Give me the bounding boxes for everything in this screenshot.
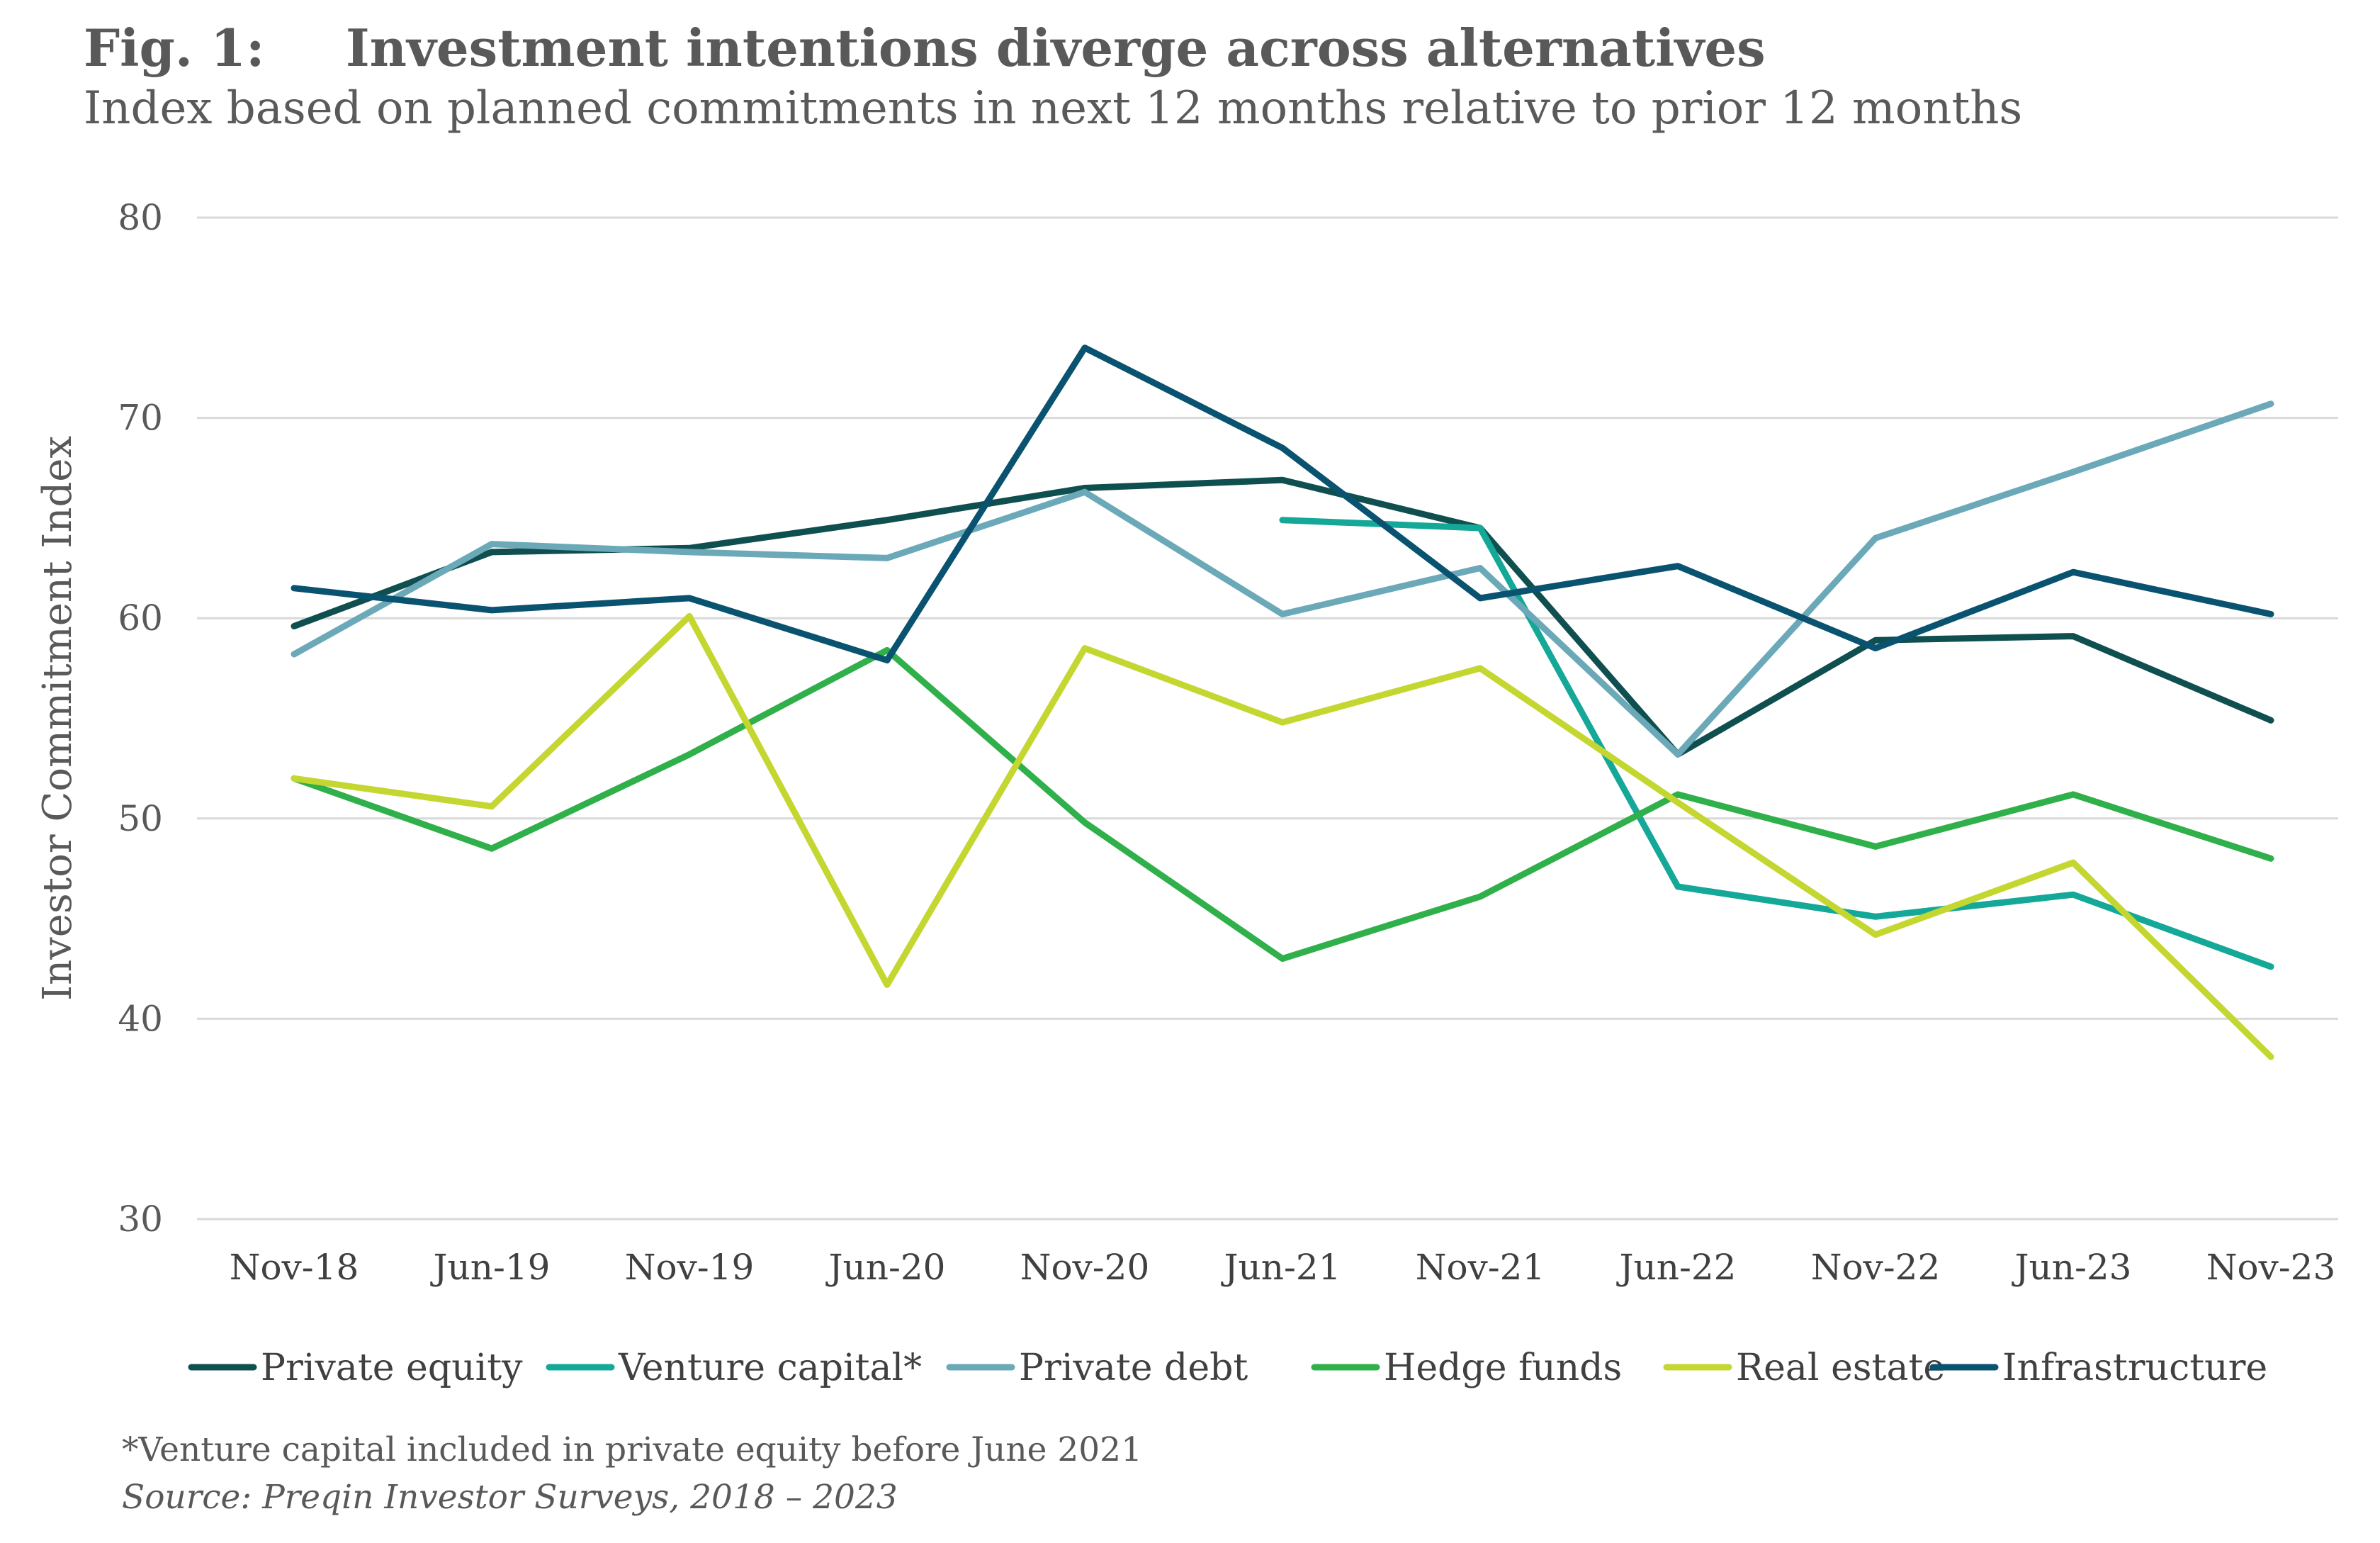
legend-label: Infrastructure	[2002, 1347, 2267, 1389]
x-tick-label: Nov-23	[2206, 1247, 2336, 1288]
x-tick-label: Jun-23	[2012, 1247, 2132, 1288]
title-row: Fig. 1: Investment intentions diverge acr…	[84, 20, 2022, 76]
source-note: Source: Preqin Investor Surveys, 2018 – …	[122, 1478, 898, 1517]
figure-header: Fig. 1: Investment intentions diverge acr…	[84, 20, 2022, 136]
y-tick-label: 70	[118, 398, 163, 439]
series-line-real-estate	[291, 612, 2274, 1060]
x-tick-label: Nov-18	[230, 1247, 359, 1288]
x-tick-label: Nov-19	[625, 1247, 755, 1288]
legend-label: Venture capital*	[618, 1347, 922, 1389]
chart-title: Investment intentions diverge across alt…	[346, 18, 1766, 78]
y-axis-ticks: 30 40 50 60 70 80	[118, 197, 163, 1240]
x-axis-ticks: Nov-18 Jun-19 Nov-19 Jun-20 Nov-20 Jun-21 Nov-…	[230, 1247, 2336, 1288]
y-tick-label: 30	[118, 1199, 163, 1240]
series-line-private-debt	[291, 400, 2274, 758]
y-tick-label: 40	[118, 998, 163, 1039]
legend-label: Private equity	[261, 1347, 523, 1389]
x-tick-label: Nov-21	[1416, 1247, 1545, 1288]
legend: Private equity Venture capital* Private de…	[188, 1347, 2267, 1389]
y-tick-label: 80	[118, 197, 163, 238]
footnote: *Venture capital included in private equ…	[122, 1430, 1142, 1469]
figure-label: Fig. 1:	[84, 18, 265, 78]
series-line-venture-capital	[1279, 517, 2274, 970]
series-lines	[291, 344, 2274, 1060]
series-line-infrastructure	[291, 344, 2274, 663]
y-tick-label: 60	[118, 597, 163, 639]
y-tick-label: 50	[118, 798, 163, 839]
series-line-hedge-funds	[291, 646, 2274, 963]
y-axis-label: Investor Commitment Index	[35, 436, 81, 1001]
x-tick-label: Jun-22	[1616, 1247, 1737, 1288]
x-tick-label: Jun-19	[430, 1247, 551, 1288]
x-tick-label: Nov-20	[1020, 1247, 1150, 1288]
chart-subtitle: Index based on planned commitments in ne…	[84, 82, 2023, 135]
legend-label: Real estate	[1736, 1347, 1945, 1389]
x-tick-label: Jun-21	[1221, 1247, 1341, 1288]
legend-label: Private debt	[1019, 1347, 1248, 1389]
x-tick-label: Jun-20	[825, 1247, 946, 1288]
legend-label: Hedge funds	[1384, 1347, 1622, 1389]
x-tick-label: Nov-22	[1811, 1247, 1941, 1288]
